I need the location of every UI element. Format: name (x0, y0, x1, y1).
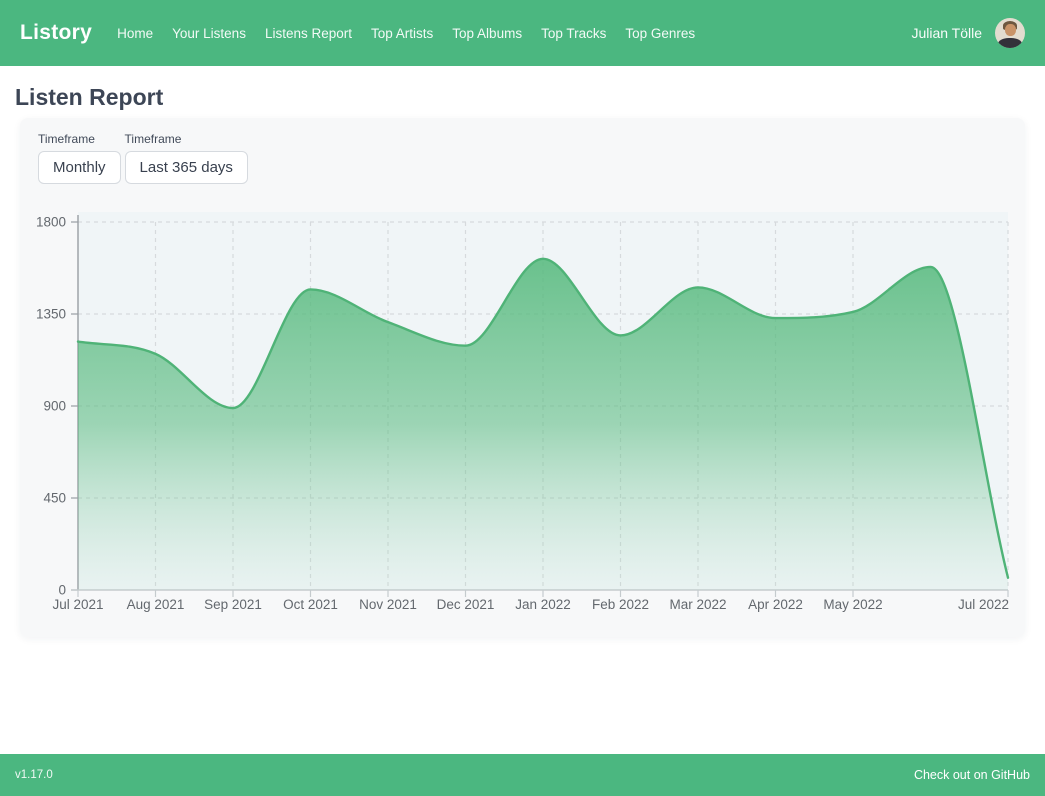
svg-text:Oct 2021: Oct 2021 (283, 597, 338, 612)
avatar-face (1005, 24, 1016, 36)
timeframe-group-interval: Timeframe Monthly (38, 132, 121, 184)
svg-text:Jul 2021: Jul 2021 (52, 597, 103, 612)
svg-text:0: 0 (58, 583, 66, 598)
listen-report-chart[interactable]: 0 450 900 1350 1800 Jul 2021 Aug 2021 Sep 2021 O… (20, 210, 1025, 622)
timeframe-label: Timeframe (124, 132, 182, 146)
timeframe-controls: Timeframe Monthly Timeframe Last 365 day… (20, 132, 1025, 184)
svg-text:Dec 2021: Dec 2021 (437, 597, 495, 612)
svg-text:Feb 2022: Feb 2022 (592, 597, 649, 612)
nav-item-top-artists[interactable]: Top Artists (371, 25, 434, 41)
svg-text:May 2022: May 2022 (823, 597, 882, 612)
svg-text:Apr 2022: Apr 2022 (748, 597, 803, 612)
nav-item-top-genres[interactable]: Top Genres (625, 25, 696, 41)
svg-text:1800: 1800 (36, 215, 66, 230)
timeframe-range-button[interactable]: Last 365 days (124, 151, 248, 184)
github-link[interactable]: Check out on GitHub (913, 768, 1030, 782)
timeframe-group-range: Timeframe Last 365 days (124, 132, 248, 184)
page-title: Listen Report (15, 84, 164, 110)
user-name: Julian Tölle (911, 25, 982, 41)
user-menu[interactable]: Julian Tölle (911, 18, 1025, 48)
svg-text:Jan 2022: Jan 2022 (515, 597, 571, 612)
app-version: v1.17.0 (15, 769, 53, 781)
nav-item-listens-report[interactable]: Listens Report (264, 25, 352, 41)
nav-item-top-tracks[interactable]: Top Tracks (541, 25, 607, 41)
brand-logo[interactable]: Listory (20, 21, 93, 44)
svg-text:450: 450 (43, 491, 66, 506)
listen-report-chart-area[interactable]: 0 450 900 1350 1800 Jul 2021 Aug 2021 Sep 2021 O… (20, 210, 1025, 622)
timeframe-label: Timeframe (38, 132, 95, 146)
nav-item-top-albums[interactable]: Top Albums (452, 25, 523, 41)
nav-links: Home Your Listens Listens Report Top Art… (117, 26, 695, 41)
report-card: Timeframe Monthly Timeframe Last 365 day… (20, 118, 1025, 637)
svg-text:Aug 2021: Aug 2021 (127, 597, 185, 612)
nav-item-your-listens[interactable]: Your Listens (172, 25, 246, 41)
timeframe-interval-button[interactable]: Monthly (38, 151, 121, 184)
nav-item-home[interactable]: Home (117, 25, 154, 41)
user-avatar[interactable] (995, 18, 1025, 48)
svg-text:Nov 2021: Nov 2021 (359, 597, 417, 612)
avatar-torso (998, 38, 1022, 48)
footer: v1.17.0 Check out on GitHub (0, 754, 1045, 796)
svg-text:Mar 2022: Mar 2022 (669, 597, 726, 612)
navbar: Listory Home Your Listens Listens Report… (0, 0, 1045, 66)
svg-text:Jul 2022: Jul 2022 (958, 597, 1009, 612)
svg-text:1350: 1350 (36, 307, 66, 322)
svg-text:Sep 2021: Sep 2021 (204, 597, 262, 612)
svg-text:900: 900 (43, 399, 66, 414)
